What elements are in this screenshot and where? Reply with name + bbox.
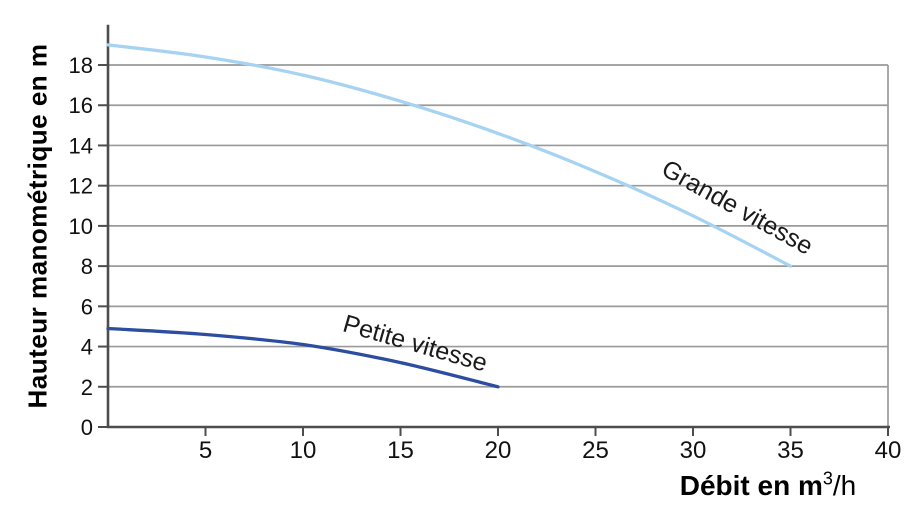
- series-curve-grande-vitesse: [106, 43, 793, 268]
- x-axis-title-prefix: Débit en m: [679, 470, 823, 501]
- x-tick-label: 5: [199, 437, 212, 464]
- y-tick-label: 8: [81, 254, 93, 279]
- series-curve-petite-vitesse: [106, 326, 500, 389]
- y-tick-label: 12: [69, 174, 93, 199]
- y-tick-label: 18: [69, 53, 93, 78]
- x-tick-label: 30: [680, 437, 707, 464]
- x-tick-label: 25: [582, 437, 609, 464]
- y-tick-label: 0: [81, 415, 93, 440]
- y-tick-label: 4: [81, 335, 93, 360]
- x-axis-title: Débit en m3/h: [680, 470, 857, 502]
- x-tick-label: 40: [875, 437, 902, 464]
- x-tick-label: 10: [290, 437, 317, 464]
- y-tick-label: 16: [69, 93, 93, 118]
- x-axis-title-suffix: /h: [832, 470, 857, 501]
- x-tick-label: 35: [777, 437, 804, 464]
- x-axis-title-superscript: 3: [822, 468, 833, 489]
- y-axis-title: Hauteur manométrique en m: [22, 43, 53, 409]
- x-tick-label: 20: [485, 437, 512, 464]
- y-tick-label: 2: [81, 375, 93, 400]
- y-tick-label: 6: [81, 294, 93, 319]
- x-tick-label: 15: [387, 437, 414, 464]
- y-tick-label: 10: [69, 214, 93, 239]
- y-tick-label: 14: [69, 133, 93, 158]
